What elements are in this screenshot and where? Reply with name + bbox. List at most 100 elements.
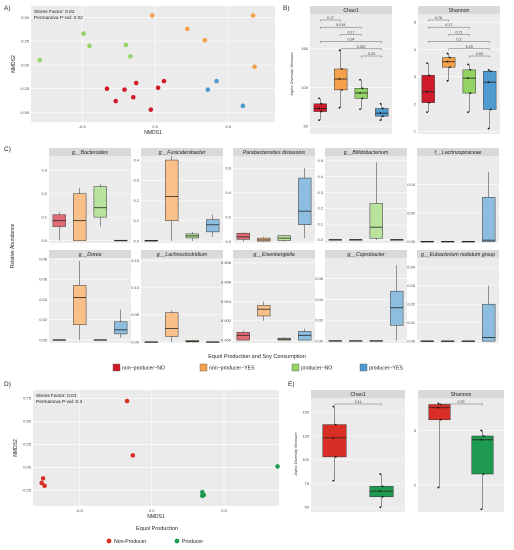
comparison-bracket — [428, 27, 470, 29]
data-point — [361, 87, 364, 90]
data-point — [379, 490, 382, 492]
plot-background — [233, 258, 315, 343]
legend-label: producer−YES — [369, 366, 403, 372]
x-tick-label: -0.5 — [79, 124, 87, 129]
box-body — [482, 197, 496, 242]
facet-title: Shannon — [449, 8, 470, 14]
y-tick-label: 0.002 — [221, 318, 232, 323]
legend-label: Producer — [182, 539, 203, 545]
facet-strip — [49, 250, 131, 258]
y-tick-label: 2 — [414, 101, 417, 106]
data-point — [482, 435, 485, 437]
facet-title: Shannon — [451, 392, 472, 398]
y-tick-label: 0.04 — [407, 265, 416, 270]
y-tick-label: 0.25 — [23, 442, 32, 447]
data-point — [381, 495, 384, 498]
data-point — [428, 101, 431, 104]
facet-strip — [311, 390, 405, 398]
plot-background — [141, 258, 223, 343]
y-tick-label: 0.06 — [39, 277, 48, 282]
y-tick-label: -0.25 — [20, 86, 30, 91]
facet-strip — [417, 148, 499, 156]
x-tick-label: -0.5 — [76, 508, 84, 513]
comparison-p-value: 0.057 — [357, 45, 366, 49]
scatter-point — [40, 476, 46, 481]
y-tick-label: 100 — [302, 457, 309, 462]
box-body — [298, 177, 312, 225]
comparison-p-value: 0.2 — [457, 38, 462, 42]
data-point — [341, 68, 343, 70]
comparison-bracket — [361, 55, 382, 58]
facet-title: g__Bacteroides — [72, 150, 108, 156]
scatter-point — [200, 493, 205, 499]
data-point — [428, 74, 431, 77]
box-body — [114, 321, 128, 335]
y-tick-label: 75 — [305, 481, 310, 486]
legend-swatch — [112, 363, 121, 372]
comparison-bracket — [320, 27, 362, 29]
scatter-point — [149, 13, 155, 18]
facet-strip — [141, 250, 223, 258]
data-point — [487, 69, 490, 71]
box-body — [298, 331, 312, 341]
scatter-point — [252, 64, 257, 70]
y-tick-label: 0.5 — [317, 158, 323, 163]
y-tick-label: 0.0 — [133, 238, 139, 243]
y-tick-label: 0.3 — [317, 190, 323, 195]
y-tick-label: 0.50 — [23, 419, 32, 424]
data-point — [487, 127, 490, 130]
facet-strip — [418, 6, 500, 14]
scatter-point — [130, 94, 136, 100]
data-point — [318, 107, 320, 110]
comparison-p-value: 0.63 — [476, 52, 483, 56]
y-axis-title: NMDS2 — [13, 439, 19, 457]
y-tick-label: 100 — [301, 85, 308, 90]
data-point — [480, 429, 483, 432]
y-tick-label: 0.4 — [225, 190, 231, 195]
comparison-bracket — [334, 403, 382, 406]
data-point — [338, 106, 341, 109]
facet-title: Parabacteroides distasonis — [243, 150, 306, 156]
data-point — [332, 437, 335, 439]
y-tick-label: 0.03 — [407, 283, 416, 288]
comparison-bracket — [448, 34, 470, 36]
comparison-p-value: 0.11 — [355, 400, 362, 404]
legend-label: non−producer−YES — [209, 366, 255, 372]
box-body — [73, 193, 87, 241]
facet-strip — [141, 148, 223, 156]
comparison-p-value: 0.17 — [327, 16, 334, 20]
permanova-annotation: Permanova P-val: 0.02 — [34, 15, 83, 21]
legend-marker — [106, 538, 112, 544]
facet-strip — [325, 250, 407, 258]
facet-title: g__Dorea — [79, 252, 102, 258]
stress-factor-annotation: Stress Factor: 0.01 — [36, 393, 77, 399]
box-body — [165, 159, 179, 221]
facet-title: Chao1 — [343, 8, 358, 14]
y-tick-label: 5 — [414, 20, 417, 25]
comparison-bracket — [340, 34, 362, 36]
comparison-bracket — [448, 48, 490, 51]
y-tick-label: 0.06 — [315, 276, 324, 281]
data-point — [338, 78, 341, 80]
y-tick-label: 0.04 — [315, 297, 324, 302]
data-point — [487, 81, 490, 84]
box-body — [93, 186, 107, 218]
scatter-point — [42, 483, 47, 489]
comparison-bracket — [428, 19, 449, 22]
y-tick-label: 0.0 — [317, 237, 323, 242]
y-axis-title: Alpha Diversity Measure — [289, 52, 294, 96]
comparison-bracket — [469, 55, 490, 58]
y-tick-label: 0.1 — [41, 215, 47, 220]
data-point — [469, 92, 472, 94]
y-tick-label: 150 — [302, 410, 309, 415]
box-body — [462, 69, 476, 94]
comparison-bracket — [340, 48, 382, 51]
y-tick-label: 0.2 — [317, 206, 323, 211]
data-point — [490, 70, 492, 73]
y-tick-label: 50 — [305, 505, 310, 510]
y-tick-label: 0.15 — [131, 258, 140, 263]
y-tick-label: -0.25 — [22, 488, 32, 493]
legend-title: Equol Production — [136, 526, 178, 532]
facet-strip — [233, 250, 315, 258]
panel-letter: B) — [283, 5, 290, 12]
